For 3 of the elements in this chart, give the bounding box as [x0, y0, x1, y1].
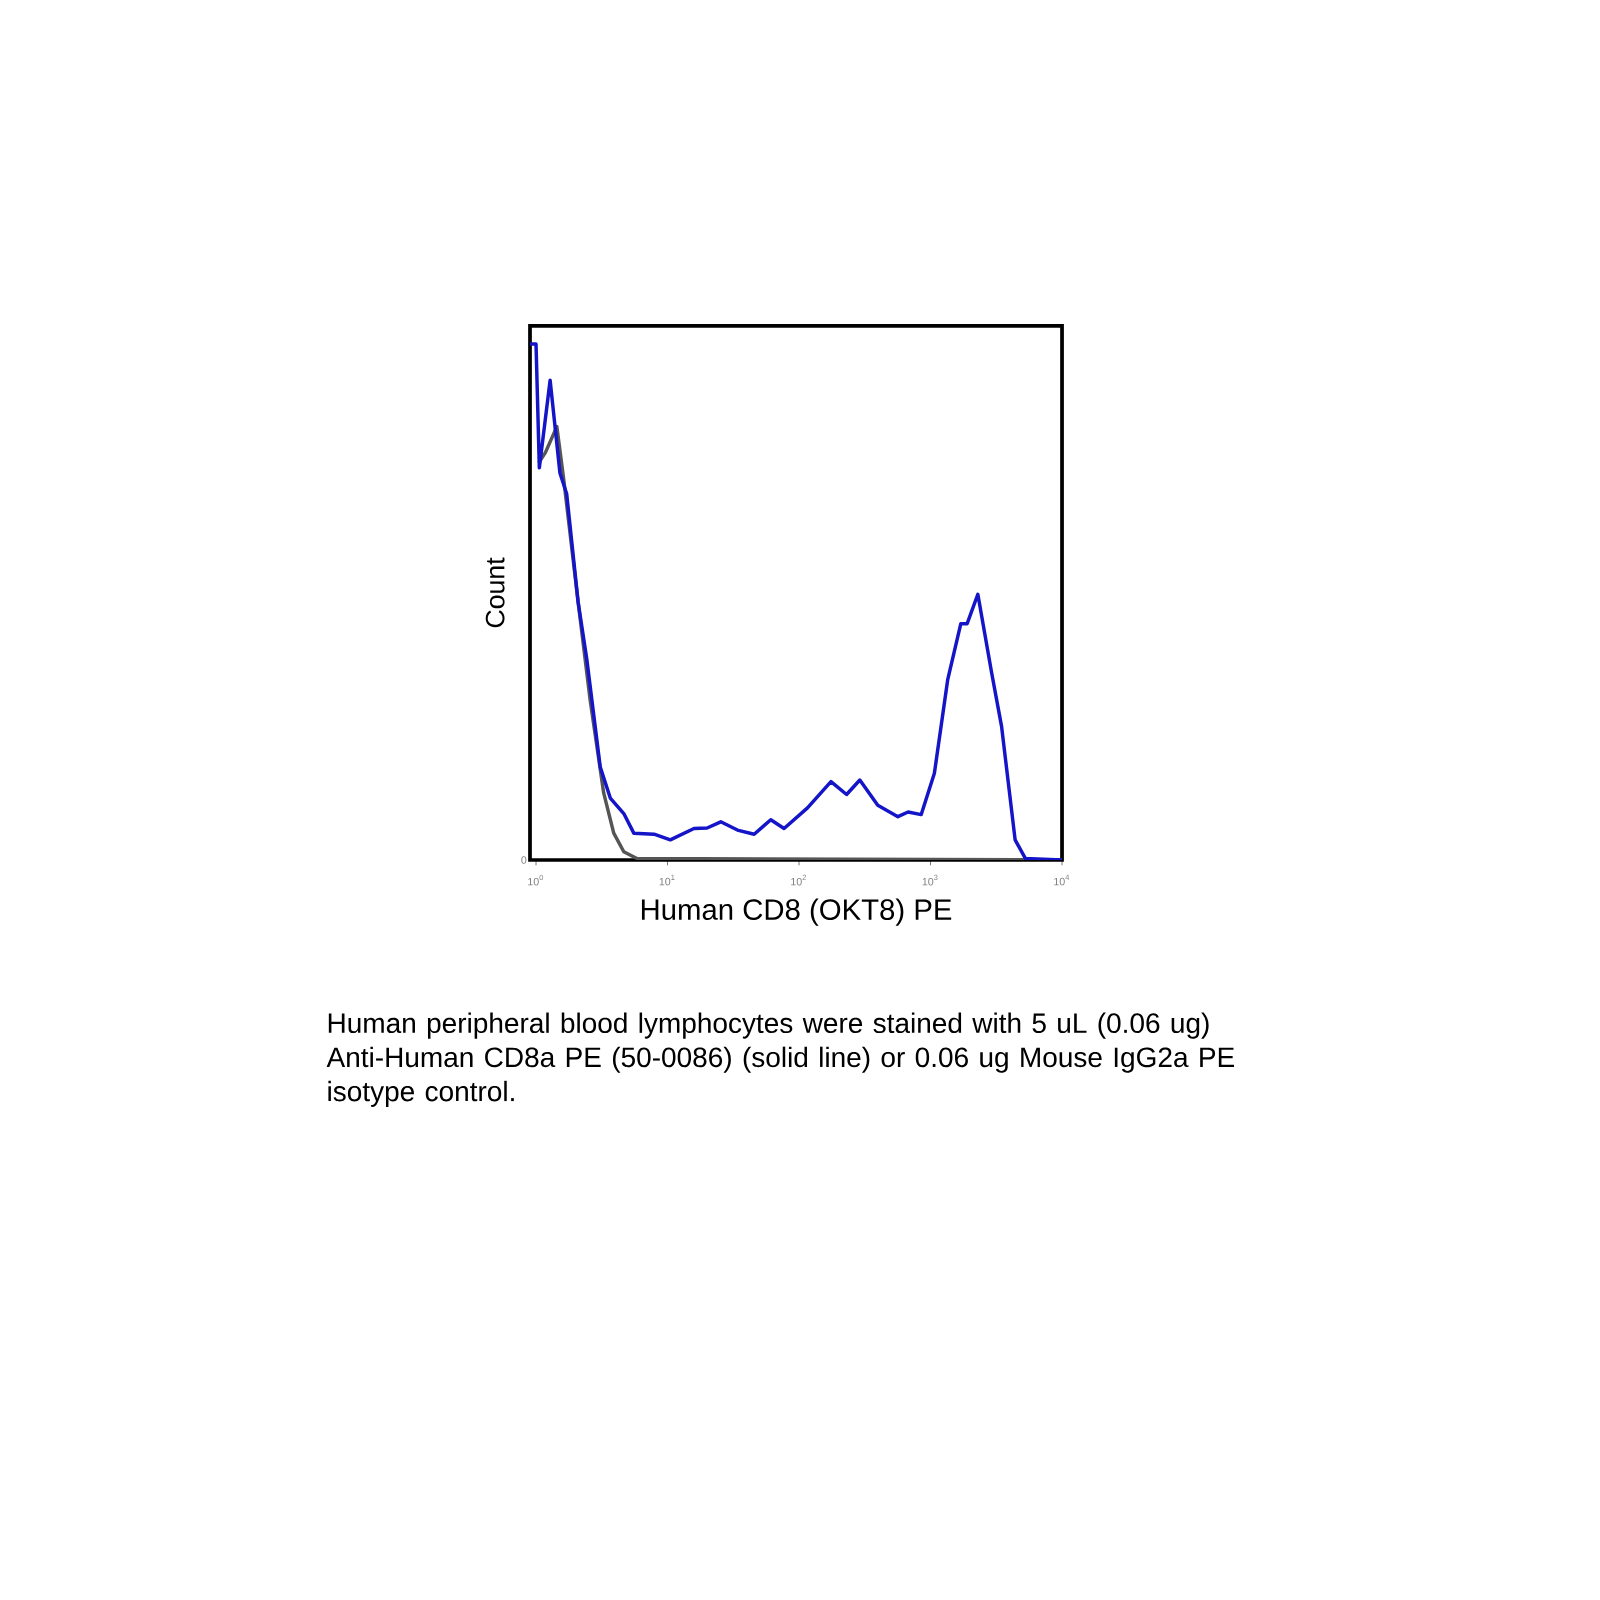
y-axis-title: Count [485, 557, 505, 628]
text: Human peripheral blood lymphocytes were stained with 5 uL (0.06 ug) Anti-Human CD8a PE (50-0086) (solid line) or 0.06 ug Mouse IgG2a PE isotype control. [326, 1012, 1235, 1107]
x-axis-title: Human CD8 (OKT8) PE [641, 898, 952, 926]
